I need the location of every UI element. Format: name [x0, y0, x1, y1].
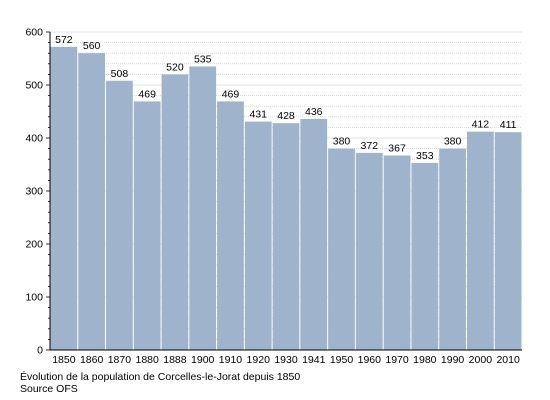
x-tick-label: 1920 [247, 354, 271, 366]
bar-value-label: 431 [249, 109, 267, 121]
y-tick-label: 600 [25, 27, 43, 39]
bar-value-label: 372 [361, 140, 379, 152]
bar-value-label: 436 [305, 106, 323, 118]
bar-value-label: 560 [83, 40, 101, 52]
x-tick-label: 1880 [135, 354, 159, 366]
y-tick-label: 500 [25, 80, 43, 92]
bar [189, 66, 217, 350]
bar [161, 74, 189, 351]
bar [328, 148, 355, 350]
x-tick-label: 1870 [108, 354, 132, 366]
bar-value-label: 412 [472, 119, 490, 131]
bar [50, 46, 78, 351]
x-tick-label: 1930 [274, 354, 298, 366]
bar-value-label: 520 [166, 61, 184, 73]
chart-bars [50, 46, 522, 351]
bar-value-label: 380 [333, 136, 351, 148]
bar-value-label: 572 [55, 34, 73, 46]
y-axis-minor-ticks [46, 31, 50, 351]
bar-value-label: 353 [416, 150, 434, 162]
x-tick-label: 2000 [469, 354, 493, 366]
y-tick-label: 400 [25, 133, 43, 145]
x-tick-label: 1910 [219, 354, 243, 366]
x-tick-label: 1980 [413, 354, 437, 366]
y-tick-label: 200 [25, 239, 43, 251]
x-tick-label: 1860 [80, 354, 104, 366]
chart-caption: Évolution de la population de Corcelles-… [20, 371, 301, 383]
bar-value-label: 469 [138, 88, 156, 100]
bar [439, 148, 466, 350]
bar [466, 131, 494, 350]
bar [272, 123, 300, 350]
x-tick-label: 1960 [358, 354, 382, 366]
bar [300, 118, 328, 350]
y-tick-label: 0 [37, 345, 43, 357]
x-tick-label: 1900 [191, 354, 215, 366]
x-tick-label: 1888 [163, 354, 187, 366]
bar [411, 162, 439, 350]
bar-value-label: 367 [388, 142, 406, 154]
bar [78, 53, 106, 350]
bar [244, 121, 272, 350]
bar [355, 152, 383, 350]
bar-value-labels: 572 560 508 469 520 535 469 431 428 436 380 372 367 3… [55, 34, 517, 162]
x-axis-tick-labels: 1850 1860 1870 1880 1888 1900 1910 1920 1930 1941… [52, 354, 520, 366]
x-tick-label: 1850 [52, 354, 76, 366]
x-tick-label: 1941 [302, 354, 326, 366]
y-tick-label: 300 [25, 186, 43, 198]
bar-value-label: 535 [194, 53, 212, 65]
x-tick-label: 2010 [496, 354, 520, 366]
bar-value-label: 411 [500, 119, 517, 131]
bar [217, 101, 244, 351]
x-tick-label: 1950 [330, 354, 354, 366]
bar-value-label: 508 [111, 68, 129, 80]
x-tick-label: 1990 [441, 354, 465, 366]
y-axis-tick-labels: 0 100 200 300 400 500 600 [25, 27, 43, 357]
bar [383, 155, 411, 350]
bar [106, 80, 133, 350]
bar-value-label: 380 [444, 136, 462, 148]
bar-value-label: 469 [222, 88, 240, 100]
x-tick-label: 1970 [385, 354, 409, 366]
bar-value-label: 428 [277, 110, 295, 122]
bar [133, 101, 161, 351]
bar [494, 132, 522, 350]
chart-source: Source OFS [20, 383, 78, 395]
y-tick-label: 100 [25, 292, 43, 304]
